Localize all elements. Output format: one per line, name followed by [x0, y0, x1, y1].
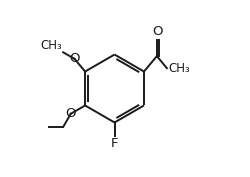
Text: O: O [69, 52, 80, 65]
Text: O: O [153, 25, 163, 38]
Text: O: O [66, 107, 76, 120]
Text: F: F [111, 137, 118, 150]
Text: CH₃: CH₃ [40, 39, 62, 52]
Text: CH₃: CH₃ [168, 62, 190, 75]
